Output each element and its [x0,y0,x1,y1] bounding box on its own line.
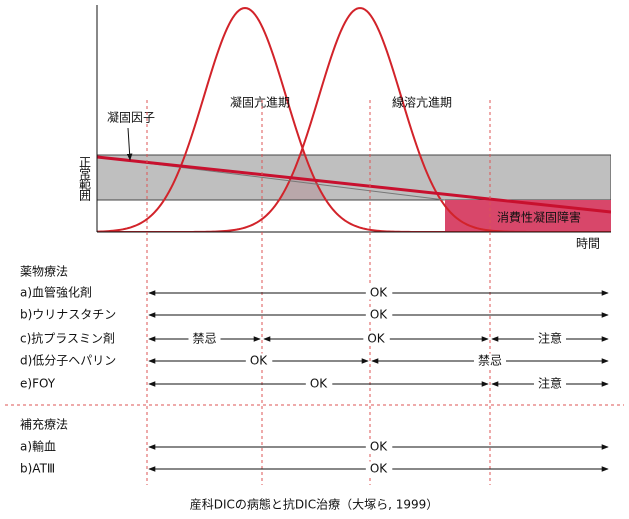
segment-label: 禁忌 [192,332,216,346]
segment-label: OK [370,308,388,322]
row-label: a)輸血 [20,439,56,454]
curves [97,6,611,232]
phase-chart [97,6,611,232]
curve [97,6,611,232]
segment-label: OK [310,377,328,391]
row-label: c)抗プラスミン剤 [20,331,115,346]
label-bg [365,285,393,300]
segment-label: OK [250,354,268,368]
row-label: d)低分子ヘパリン [20,354,116,368]
normal-range-band [97,154,611,201]
segment-label: 注意 [538,331,562,346]
label-bg [363,331,390,346]
label-bg [365,307,393,322]
row-label: e)FOY [20,377,56,391]
label-bg [533,330,567,346]
phase-label: 凝固亢進期 [230,95,290,110]
row-label: b)ATⅢ [20,462,55,476]
label-bg [305,376,333,391]
label-bg [473,353,507,368]
label-bg [245,353,273,368]
segment-label: 注意 [538,376,562,391]
label-bg [533,375,567,391]
row-label: b)ウリナスタチン [20,308,116,322]
segment-label: OK [370,462,388,476]
label-bg [188,331,221,346]
coagulation-factor-label: 凝固因子 [107,110,155,125]
consumptive-label: 消費性凝固障害 [497,210,581,225]
segment-label: OK [367,332,385,346]
coag-factor-line [97,155,611,214]
segment-label: OK [370,440,388,454]
normal-range-label: 正常範囲 [78,156,92,201]
caption: 産科DICの病態と抗DIC治療（大塚ら, 1999） [190,497,439,512]
segment-label: 禁忌 [478,354,502,368]
label-bg [365,461,393,476]
time-label: 時間 [576,237,600,251]
phase-label: 線溶亢進期 [392,95,452,110]
pointer [126,127,133,161]
row-label: a)血管強化剤 [20,285,92,300]
label-bg [365,439,393,454]
band-lower [97,200,445,232]
section-title: 薬物療法 [20,265,68,279]
segment-label: OK [370,286,388,300]
section-title: 補充療法 [20,417,68,432]
